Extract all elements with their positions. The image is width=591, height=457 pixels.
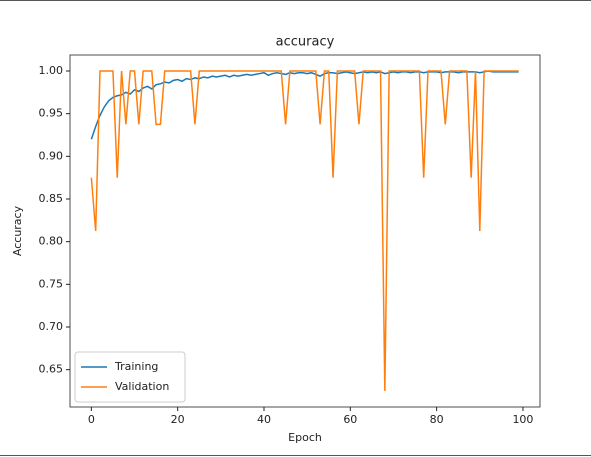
chart-title: accuracy (276, 35, 335, 50)
y-tick-label: 0.70 (39, 320, 64, 333)
plot-frame (69, 54, 541, 408)
legend-box (74, 351, 186, 403)
x-tick-label: 100 (512, 413, 533, 426)
x-axis-label: Epoch (288, 431, 322, 444)
y-tick-label: 1.00 (39, 64, 64, 77)
y-tick-label: 0.90 (39, 149, 64, 162)
x-tick-label: 20 (171, 413, 185, 426)
x-tick-label: 80 (430, 413, 444, 426)
x-tick-label: 40 (257, 413, 271, 426)
y-axis-label: Accuracy (11, 205, 24, 256)
y-tick-label: 0.65 (39, 363, 64, 376)
series-line (90, 70, 519, 140)
y-tick-label: 0.75 (39, 277, 64, 290)
series-line (90, 70, 519, 392)
legend-label: Training (114, 360, 158, 373)
x-tick-label: 60 (343, 413, 357, 426)
y-tick-label: 0.80 (39, 235, 64, 248)
y-tick-label: 0.95 (39, 107, 64, 120)
y-tick-label: 0.85 (39, 192, 64, 205)
legend-label: Validation (115, 380, 169, 393)
x-tick-label: 0 (88, 413, 95, 426)
